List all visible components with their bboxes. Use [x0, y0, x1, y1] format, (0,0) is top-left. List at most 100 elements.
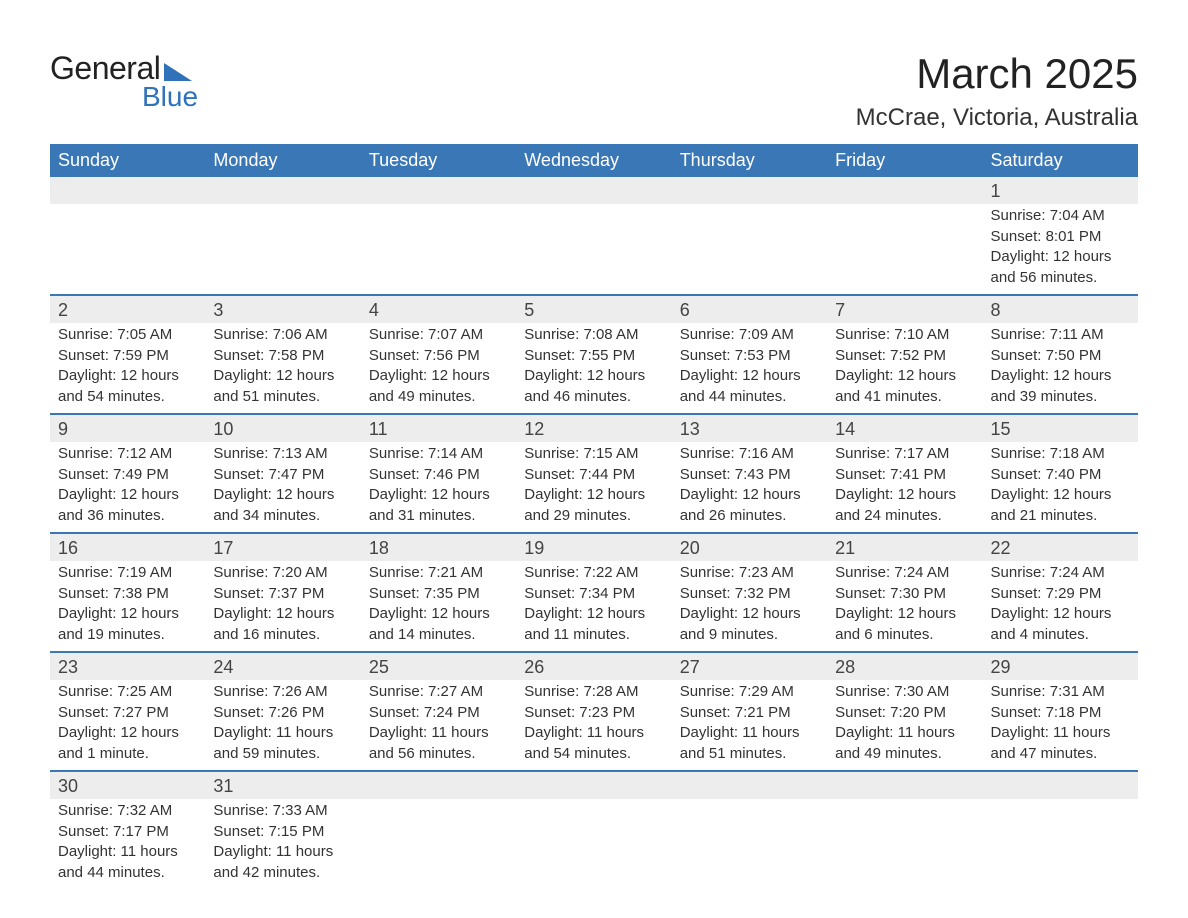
day-detail-cell: Sunrise: 7:07 AMSunset: 7:56 PMDaylight:… — [361, 323, 516, 414]
calendar-table: Sunday Monday Tuesday Wednesday Thursday… — [50, 144, 1138, 889]
day-number-cell: 27 — [672, 652, 827, 680]
day-sr: Sunrise: 7:15 AM — [524, 444, 663, 464]
day-detail-cell — [827, 799, 982, 889]
day-sr: Sunrise: 7:07 AM — [369, 325, 508, 345]
day-ss: Sunset: 7:26 PM — [213, 703, 352, 723]
day-d2: and 42 minutes. — [213, 863, 352, 883]
day-number-cell: 12 — [516, 414, 671, 442]
day-detail-cell: Sunrise: 7:16 AMSunset: 7:43 PMDaylight:… — [672, 442, 827, 533]
day-d1: Daylight: 12 hours — [835, 604, 974, 624]
day-d1: Daylight: 12 hours — [213, 485, 352, 505]
day-d2: and 47 minutes. — [991, 744, 1130, 764]
day-ss: Sunset: 7:49 PM — [58, 465, 197, 485]
day-d2: and 54 minutes. — [524, 744, 663, 764]
day-d2: and 11 minutes. — [524, 625, 663, 645]
day-number-cell: 19 — [516, 533, 671, 561]
day-d1: Daylight: 11 hours — [524, 723, 663, 743]
day-number-cell: 23 — [50, 652, 205, 680]
day-number-cell: 15 — [983, 414, 1138, 442]
day-detail-cell: Sunrise: 7:31 AMSunset: 7:18 PMDaylight:… — [983, 680, 1138, 771]
day-ss: Sunset: 7:27 PM — [58, 703, 197, 723]
day-sr: Sunrise: 7:25 AM — [58, 682, 197, 702]
day-detail-cell: Sunrise: 7:10 AMSunset: 7:52 PMDaylight:… — [827, 323, 982, 414]
day-sr: Sunrise: 7:13 AM — [213, 444, 352, 464]
day-detail-cell — [361, 204, 516, 295]
month-title: March 2025 — [856, 50, 1138, 98]
day-number-cell: 2 — [50, 295, 205, 323]
title-block: March 2025 McCrae, Victoria, Australia — [856, 50, 1138, 132]
day-number-cell — [672, 771, 827, 799]
day-detail-cell: Sunrise: 7:19 AMSunset: 7:38 PMDaylight:… — [50, 561, 205, 652]
day-detail-cell: Sunrise: 7:17 AMSunset: 7:41 PMDaylight:… — [827, 442, 982, 533]
daynum-row: 9101112131415 — [50, 414, 1138, 442]
day-detail-cell — [827, 204, 982, 295]
day-d2: and 9 minutes. — [680, 625, 819, 645]
day-d2: and 31 minutes. — [369, 506, 508, 526]
day-d1: Daylight: 11 hours — [369, 723, 508, 743]
day-number-cell — [827, 771, 982, 799]
daynum-row: 3031 — [50, 771, 1138, 799]
day-number-cell: 20 — [672, 533, 827, 561]
day-ss: Sunset: 7:50 PM — [991, 346, 1130, 366]
day-detail-cell: Sunrise: 7:32 AMSunset: 7:17 PMDaylight:… — [50, 799, 205, 889]
day-sr: Sunrise: 7:10 AM — [835, 325, 974, 345]
day-d2: and 19 minutes. — [58, 625, 197, 645]
day-number-cell: 18 — [361, 533, 516, 561]
day-d1: Daylight: 12 hours — [213, 604, 352, 624]
day-detail-cell — [516, 799, 671, 889]
day-number-cell: 5 — [516, 295, 671, 323]
day-sr: Sunrise: 7:14 AM — [369, 444, 508, 464]
day-d2: and 6 minutes. — [835, 625, 974, 645]
day-sr: Sunrise: 7:23 AM — [680, 563, 819, 583]
day-detail-cell: Sunrise: 7:24 AMSunset: 7:29 PMDaylight:… — [983, 561, 1138, 652]
day-ss: Sunset: 7:52 PM — [835, 346, 974, 366]
day-ss: Sunset: 7:47 PM — [213, 465, 352, 485]
detail-row: Sunrise: 7:32 AMSunset: 7:17 PMDaylight:… — [50, 799, 1138, 889]
day-ss: Sunset: 7:56 PM — [369, 346, 508, 366]
day-header: Sunday — [50, 144, 205, 177]
day-number-cell: 25 — [361, 652, 516, 680]
day-detail-cell — [516, 204, 671, 295]
day-ss: Sunset: 7:15 PM — [213, 822, 352, 842]
day-number-cell: 11 — [361, 414, 516, 442]
day-ss: Sunset: 7:38 PM — [58, 584, 197, 604]
day-sr: Sunrise: 7:11 AM — [991, 325, 1130, 345]
day-d1: Daylight: 11 hours — [835, 723, 974, 743]
day-number-cell — [672, 177, 827, 204]
day-d2: and 54 minutes. — [58, 387, 197, 407]
day-detail-cell: Sunrise: 7:06 AMSunset: 7:58 PMDaylight:… — [205, 323, 360, 414]
day-d2: and 56 minutes. — [369, 744, 508, 764]
day-d2: and 36 minutes. — [58, 506, 197, 526]
day-detail-cell: Sunrise: 7:27 AMSunset: 7:24 PMDaylight:… — [361, 680, 516, 771]
location: McCrae, Victoria, Australia — [856, 104, 1138, 132]
day-detail-cell: Sunrise: 7:33 AMSunset: 7:15 PMDaylight:… — [205, 799, 360, 889]
detail-row: Sunrise: 7:19 AMSunset: 7:38 PMDaylight:… — [50, 561, 1138, 652]
day-d1: Daylight: 12 hours — [680, 366, 819, 386]
day-sr: Sunrise: 7:32 AM — [58, 801, 197, 821]
day-sr: Sunrise: 7:28 AM — [524, 682, 663, 702]
day-ss: Sunset: 7:17 PM — [58, 822, 197, 842]
day-detail-cell: Sunrise: 7:04 AMSunset: 8:01 PMDaylight:… — [983, 204, 1138, 295]
day-header: Saturday — [983, 144, 1138, 177]
day-ss: Sunset: 8:01 PM — [991, 227, 1130, 247]
day-sr: Sunrise: 7:17 AM — [835, 444, 974, 464]
day-sr: Sunrise: 7:12 AM — [58, 444, 197, 464]
day-d1: Daylight: 12 hours — [369, 485, 508, 505]
day-d1: Daylight: 12 hours — [524, 604, 663, 624]
day-d2: and 41 minutes. — [835, 387, 974, 407]
daynum-row: 23242526272829 — [50, 652, 1138, 680]
day-d1: Daylight: 12 hours — [680, 485, 819, 505]
day-d1: Daylight: 11 hours — [680, 723, 819, 743]
day-d1: Daylight: 12 hours — [369, 604, 508, 624]
logo-text-blue: Blue — [50, 81, 198, 113]
day-header: Thursday — [672, 144, 827, 177]
day-sr: Sunrise: 7:18 AM — [991, 444, 1130, 464]
day-d2: and 51 minutes. — [680, 744, 819, 764]
day-d2: and 4 minutes. — [991, 625, 1130, 645]
daynum-row: 16171819202122 — [50, 533, 1138, 561]
day-detail-cell: Sunrise: 7:30 AMSunset: 7:20 PMDaylight:… — [827, 680, 982, 771]
day-d2: and 1 minute. — [58, 744, 197, 764]
day-sr: Sunrise: 7:21 AM — [369, 563, 508, 583]
day-d1: Daylight: 12 hours — [369, 366, 508, 386]
day-d2: and 56 minutes. — [991, 268, 1130, 288]
